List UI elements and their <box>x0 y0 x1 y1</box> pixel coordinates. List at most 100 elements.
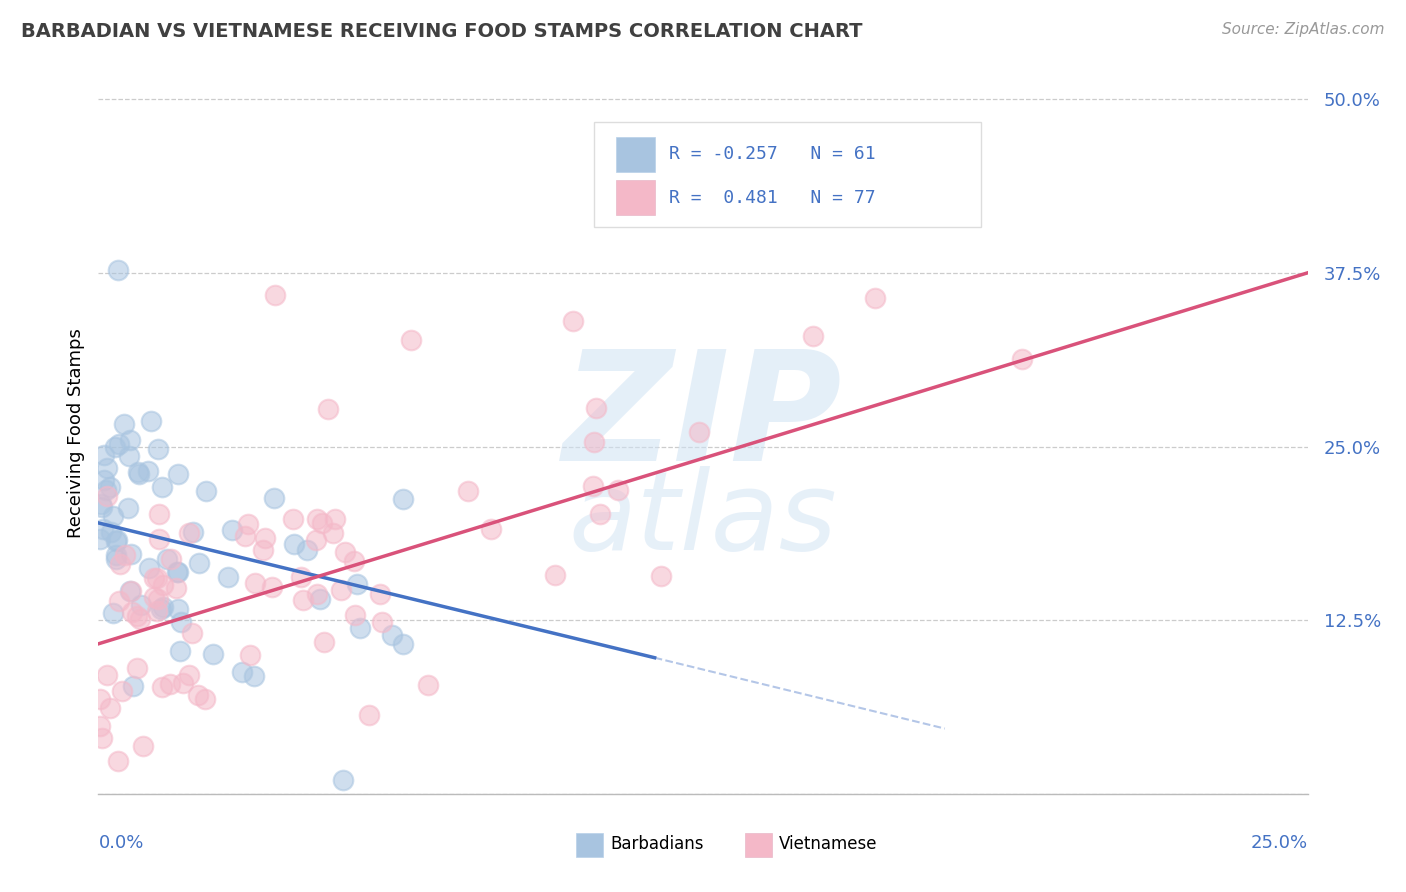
Point <box>96 668 118 682</box>
Point <box>159 677 181 691</box>
Point <box>194 484 217 499</box>
Text: 0.0%: 0.0% <box>98 834 143 852</box>
Point <box>416 678 439 692</box>
Point <box>585 401 607 415</box>
Text: ZIP: ZIP <box>564 343 842 492</box>
Text: Vietnamese: Vietnamese <box>779 836 877 854</box>
Point <box>108 437 131 451</box>
Point <box>392 638 415 652</box>
Point <box>172 675 194 690</box>
Point <box>589 507 612 521</box>
Point <box>346 577 368 591</box>
Point <box>114 548 136 562</box>
Point <box>179 526 201 541</box>
Point <box>263 491 285 505</box>
Point <box>863 291 886 305</box>
Point <box>146 571 169 585</box>
FancyBboxPatch shape <box>616 137 655 172</box>
Point <box>202 647 225 661</box>
Point <box>127 465 149 479</box>
Point <box>108 558 131 572</box>
Point <box>343 607 366 622</box>
Point <box>263 288 285 302</box>
FancyBboxPatch shape <box>576 833 603 857</box>
Point <box>117 449 139 463</box>
Point <box>309 591 332 606</box>
Point <box>281 511 304 525</box>
Point <box>111 684 134 698</box>
Point <box>292 592 315 607</box>
Point <box>688 425 710 439</box>
Point <box>371 615 394 630</box>
Point <box>98 480 121 494</box>
Point <box>128 467 150 481</box>
Point <box>96 461 118 475</box>
Point <box>305 533 328 548</box>
Text: atlas: atlas <box>568 466 838 573</box>
Point <box>399 333 422 347</box>
Point <box>152 577 174 591</box>
Point <box>343 554 366 568</box>
Point <box>312 635 335 649</box>
Text: R = -0.257   N = 61: R = -0.257 N = 61 <box>669 145 876 163</box>
Point <box>169 644 191 658</box>
Point <box>305 512 328 526</box>
FancyBboxPatch shape <box>595 122 981 227</box>
Point <box>177 668 200 682</box>
Point <box>89 718 111 732</box>
Point <box>103 509 125 524</box>
Point <box>325 512 347 526</box>
Point <box>96 489 118 503</box>
Point <box>297 542 319 557</box>
Point <box>260 580 283 594</box>
Point <box>290 569 312 583</box>
Point <box>107 754 129 768</box>
Point <box>180 626 202 640</box>
Point <box>368 587 391 601</box>
Point <box>117 500 139 515</box>
Point <box>562 314 585 328</box>
Point <box>1011 352 1033 367</box>
Point <box>187 688 209 702</box>
Point <box>243 669 266 683</box>
Point <box>170 615 193 630</box>
Point <box>148 507 170 521</box>
Point <box>90 497 112 511</box>
Text: R =  0.481   N = 77: R = 0.481 N = 77 <box>669 189 876 207</box>
Point <box>283 537 305 551</box>
Point <box>349 621 371 635</box>
Point <box>148 532 170 546</box>
Text: Source: ZipAtlas.com: Source: ZipAtlas.com <box>1222 22 1385 37</box>
Point <box>89 692 111 706</box>
Point <box>582 479 605 493</box>
Point <box>650 569 672 583</box>
Point <box>89 532 111 546</box>
Point <box>582 435 605 450</box>
Point <box>167 467 190 481</box>
Point <box>254 531 277 545</box>
Point <box>181 525 204 540</box>
Point <box>150 601 173 615</box>
Point <box>125 661 148 675</box>
Point <box>167 602 190 616</box>
Point <box>125 608 148 623</box>
FancyBboxPatch shape <box>616 180 655 215</box>
Point <box>138 561 160 575</box>
Point <box>801 329 824 343</box>
Point <box>156 552 179 566</box>
Point <box>311 516 333 530</box>
Point <box>165 582 187 596</box>
Point <box>333 545 356 559</box>
Point <box>243 575 266 590</box>
Point <box>103 606 125 620</box>
Point <box>132 739 155 753</box>
Point <box>146 605 169 619</box>
Point <box>381 628 404 642</box>
Point <box>221 523 243 537</box>
Point <box>166 566 188 580</box>
Point <box>194 691 217 706</box>
Text: 25.0%: 25.0% <box>1250 834 1308 852</box>
Point <box>120 584 142 599</box>
Point <box>146 442 169 456</box>
Point <box>236 517 259 532</box>
